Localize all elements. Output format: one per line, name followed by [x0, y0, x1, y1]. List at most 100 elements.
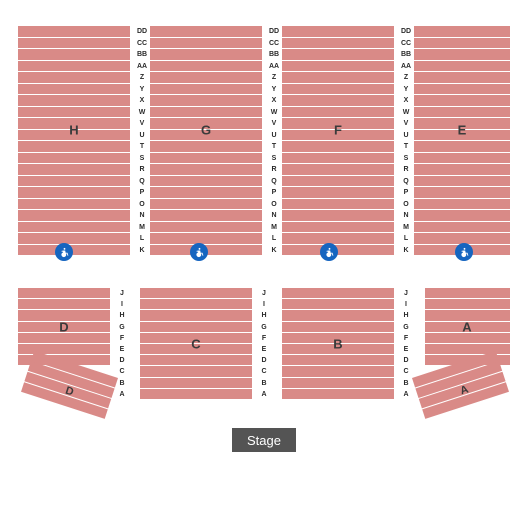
row-label: J — [258, 288, 270, 299]
seat-row — [150, 84, 262, 95]
row-label: B — [400, 378, 412, 389]
row-label-column: JIHGFEDCBA — [400, 288, 412, 400]
seat-row — [150, 210, 262, 221]
seat-row — [282, 245, 394, 256]
row-label: L — [268, 233, 280, 245]
section-label: D — [59, 320, 68, 335]
row-label: H — [258, 310, 270, 321]
seat-row — [425, 288, 510, 298]
row-label: X — [268, 95, 280, 107]
seat-row — [414, 210, 510, 221]
seat-row — [282, 366, 394, 376]
section-label: H — [69, 122, 78, 137]
row-label: L — [400, 233, 412, 245]
section-label: B — [333, 337, 342, 352]
accessible-icon — [320, 243, 338, 261]
row-label: P — [400, 187, 412, 199]
row-label: F — [258, 333, 270, 344]
section-H[interactable] — [18, 26, 130, 256]
row-label: DD — [400, 26, 412, 38]
seat-row — [18, 153, 130, 164]
section-F[interactable] — [282, 26, 394, 256]
row-label: V — [400, 118, 412, 130]
section-label: G — [201, 122, 211, 137]
row-label: DD — [136, 26, 148, 38]
seat-row — [140, 389, 252, 399]
section-E[interactable] — [414, 26, 510, 256]
seat-row — [150, 141, 262, 152]
seat-row — [150, 61, 262, 72]
row-label: N — [268, 210, 280, 222]
seat-row — [140, 355, 252, 365]
seat-row — [150, 26, 262, 37]
seat-row — [282, 233, 394, 244]
seat-row — [414, 222, 510, 233]
row-label: Y — [400, 84, 412, 96]
seat-row — [150, 199, 262, 210]
seat-row — [282, 210, 394, 221]
seat-row — [414, 107, 510, 118]
row-label: H — [400, 310, 412, 321]
row-label: Q — [268, 176, 280, 188]
seat-row — [150, 38, 262, 49]
row-label: AA — [268, 61, 280, 73]
seat-row — [150, 95, 262, 106]
row-label: M — [268, 222, 280, 234]
seat-row — [282, 378, 394, 388]
seat-row — [414, 49, 510, 60]
row-label: CC — [268, 38, 280, 50]
seat-row — [18, 26, 130, 37]
row-label: AA — [400, 61, 412, 73]
section-label: C — [191, 337, 200, 352]
seat-row — [150, 233, 262, 244]
accessible-icon — [455, 243, 473, 261]
accessible-icon — [55, 243, 73, 261]
row-label: BB — [400, 49, 412, 61]
row-label: J — [400, 288, 412, 299]
row-label-column: DDCCBBAAZYXWVUTSRQPONMLK — [136, 26, 148, 256]
seat-row — [414, 26, 510, 37]
seat-row — [150, 72, 262, 83]
seat-row — [140, 322, 252, 332]
section-G[interactable] — [150, 26, 262, 256]
row-label-column: JIHGFEDCBA — [258, 288, 270, 400]
row-label: L — [136, 233, 148, 245]
row-label: E — [116, 344, 128, 355]
seat-row — [414, 38, 510, 49]
row-label: B — [258, 378, 270, 389]
seat-row — [18, 199, 130, 210]
seat-row — [140, 299, 252, 309]
seat-row — [150, 164, 262, 175]
row-label: R — [400, 164, 412, 176]
row-label: K — [268, 245, 280, 257]
row-label: A — [258, 389, 270, 400]
seat-row — [150, 222, 262, 233]
row-label: CC — [400, 38, 412, 50]
seat-row — [282, 107, 394, 118]
row-label: U — [400, 130, 412, 142]
row-label: F — [116, 333, 128, 344]
row-label: AA — [136, 61, 148, 73]
row-label: H — [116, 310, 128, 321]
seat-row — [414, 199, 510, 210]
seat-row — [282, 153, 394, 164]
seat-row — [414, 187, 510, 198]
seat-row — [414, 233, 510, 244]
seat-row — [414, 84, 510, 95]
seat-row — [150, 187, 262, 198]
row-label: Q — [400, 176, 412, 188]
seat-row — [414, 72, 510, 83]
seat-row — [414, 95, 510, 106]
row-label: B — [116, 378, 128, 389]
row-label: Z — [400, 72, 412, 84]
row-label: G — [400, 322, 412, 333]
seat-row — [282, 187, 394, 198]
seating-chart: HGFEDDCCBBAAZYXWVUTSRQPONMLKDDCCBBAAZYXW… — [0, 0, 525, 525]
row-label: DD — [268, 26, 280, 38]
row-label: D — [258, 355, 270, 366]
row-label: Z — [136, 72, 148, 84]
row-label: V — [136, 118, 148, 130]
seat-row — [18, 72, 130, 83]
row-label: X — [136, 95, 148, 107]
accessible-icon — [190, 243, 208, 261]
